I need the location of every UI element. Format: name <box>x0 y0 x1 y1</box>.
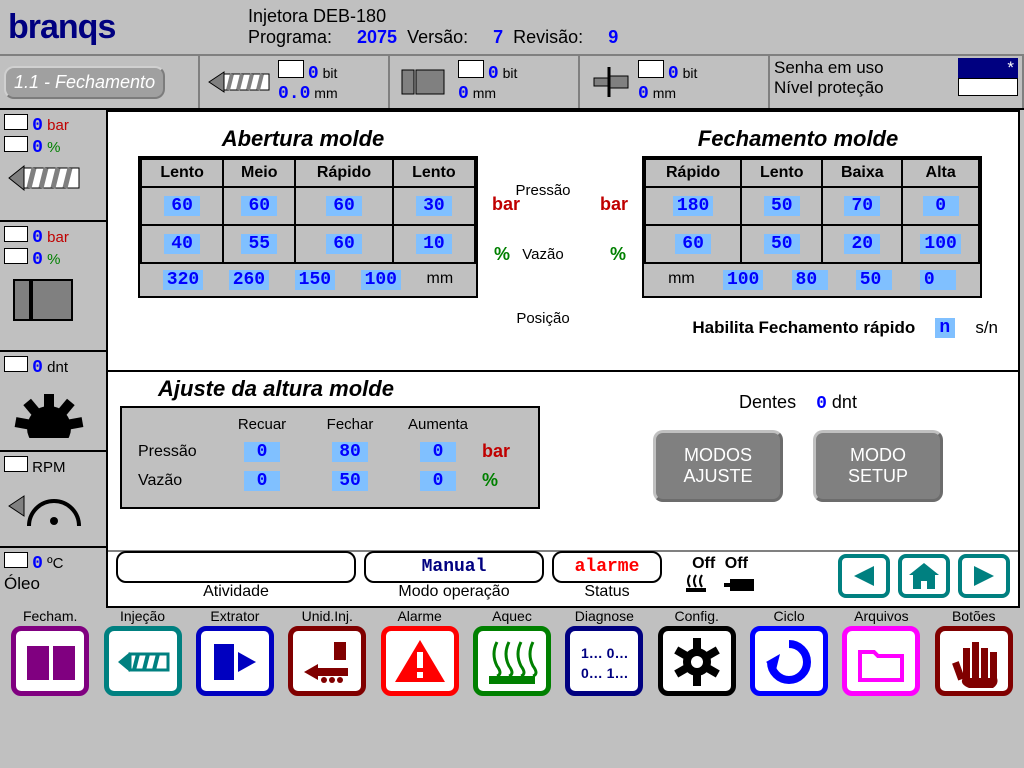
mold-icon <box>4 270 84 330</box>
nav-extrator[interactable]: Extrator <box>189 608 281 714</box>
screw-icon <box>4 158 84 198</box>
svg-text:0… 1…: 0… 1… <box>581 665 628 681</box>
nivel-label: Nível proteção <box>774 78 884 98</box>
fechamento-title: Fechamento molde <box>598 122 998 156</box>
nav-diagnose[interactable]: Diagnose 1… 0…0… 1… <box>558 608 650 714</box>
senha-value: * <box>958 58 1018 78</box>
nav-botões[interactable]: Botões <box>928 608 1020 714</box>
dentes-value: 0 <box>816 394 827 414</box>
nav-fecham[interactable]: Fecham. <box>4 608 96 714</box>
versao-value: 7 <box>473 27 503 48</box>
header: branqs Injetora DEB-180 Programa: 2075 V… <box>0 0 1024 56</box>
machine-name: Injetora DEB-180 <box>248 6 618 27</box>
bottom-bar: Atividade Manual Modo operação alarme St… <box>108 550 1018 600</box>
status-bar: 1.1 - Fechamento 0 bit 0.0 mm 0 bit 0 mm… <box>0 56 1024 110</box>
dial-icon <box>4 476 94 536</box>
nav-prev-button[interactable] <box>838 554 890 598</box>
nivel-value <box>958 78 1018 96</box>
page-button[interactable]: 1.1 - Fechamento <box>4 66 165 99</box>
machine-info: Injetora DEB-180 Programa: 2075 Versão: … <box>248 6 618 48</box>
habilita-label: Habilita Fechamento rápido <box>692 318 915 338</box>
oleo-label: Óleo <box>4 574 102 594</box>
nav-injeção[interactable]: Injeção <box>96 608 188 714</box>
left-sidebar: 0 bar 0 % 0 bar 0 % 0 dnt RPM 0 ºC Óleo <box>0 110 108 608</box>
nav-config[interactable]: Config. <box>651 608 743 714</box>
senha-label: Senha em uso <box>774 58 884 78</box>
screw-icon <box>204 62 274 102</box>
main-panel: Abertura molde LentoMeioRápidoLento 6060… <box>108 110 1020 608</box>
mold-icon <box>394 62 454 102</box>
logo: branqs <box>8 8 248 47</box>
nav-ciclo[interactable]: Ciclo <box>743 608 835 714</box>
programa-value: 2075 <box>337 27 397 48</box>
dentes-label: Dentes <box>739 392 796 412</box>
nav-aquec[interactable]: Aquec <box>466 608 558 714</box>
modos-ajuste-button[interactable]: MODOS AJUSTE <box>653 430 783 502</box>
svg-text:1… 0…: 1… 0… <box>581 645 628 661</box>
ajuste-title: Ajuste da altura molde <box>108 372 578 406</box>
nav-unidinj[interactable]: Unid.Inj. <box>281 608 373 714</box>
nav-alarme[interactable]: Alarme <box>373 608 465 714</box>
nav-home-button[interactable] <box>898 554 950 598</box>
habilita-value[interactable]: n <box>935 318 955 338</box>
status-display: alarme <box>552 551 662 583</box>
nav-next-button[interactable] <box>958 554 1010 598</box>
abertura-title: Abertura molde <box>118 122 488 156</box>
gear-icon <box>4 378 94 438</box>
nav-arquivos[interactable]: Arquivos <box>835 608 927 714</box>
bottom-nav: Fecham. Injeção Extrator Unid.Inj. Alarm… <box>0 608 1024 714</box>
atividade-display <box>116 551 356 583</box>
revisao-value: 9 <box>588 27 618 48</box>
eject-icon <box>584 62 634 102</box>
heat-status: Off Off <box>670 555 770 598</box>
modo-op-display: Manual <box>364 551 544 583</box>
modo-setup-button[interactable]: MODO SETUP <box>813 430 943 502</box>
